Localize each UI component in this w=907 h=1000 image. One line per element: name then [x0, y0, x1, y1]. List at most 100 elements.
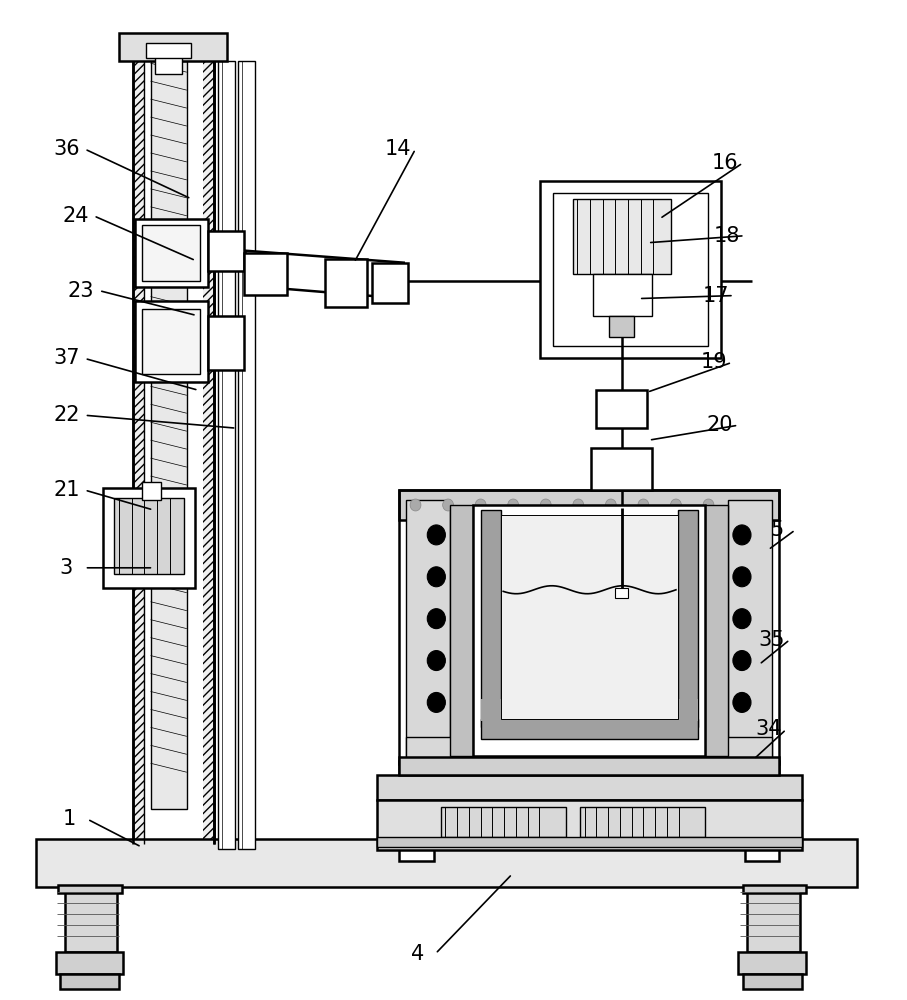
Text: 16: 16	[711, 153, 738, 173]
Bar	[58, 885, 122, 893]
Circle shape	[733, 692, 751, 712]
Bar	[399, 490, 779, 764]
Bar	[325, 259, 366, 307]
Bar	[406, 737, 772, 761]
Circle shape	[475, 499, 486, 511]
Circle shape	[427, 525, 445, 545]
Text: 22: 22	[54, 405, 80, 425]
Text: 1: 1	[63, 809, 76, 829]
Circle shape	[703, 499, 714, 511]
Bar	[481, 699, 697, 721]
Bar	[705, 505, 728, 756]
Bar	[399, 761, 434, 861]
Bar	[615, 588, 628, 598]
Text: 35: 35	[758, 630, 785, 650]
Bar	[35, 839, 857, 887]
Bar	[481, 510, 501, 727]
Circle shape	[541, 499, 551, 511]
Bar	[406, 500, 450, 757]
Bar	[591, 448, 652, 490]
Bar	[146, 43, 191, 58]
Bar	[141, 225, 200, 281]
Bar	[406, 737, 772, 761]
Text: 34: 34	[755, 719, 782, 739]
Bar	[745, 761, 779, 861]
Bar	[219, 61, 235, 849]
Bar	[55, 952, 123, 974]
Polygon shape	[246, 251, 404, 299]
Bar	[113, 498, 184, 574]
Text: 4: 4	[411, 944, 424, 964]
Bar	[144, 56, 203, 844]
Bar	[135, 219, 208, 287]
Bar	[372, 263, 408, 303]
Bar	[102, 488, 195, 588]
Circle shape	[733, 609, 751, 629]
Bar	[376, 775, 802, 800]
Circle shape	[733, 651, 751, 671]
Text: 19: 19	[700, 352, 727, 372]
Bar	[141, 309, 200, 374]
Circle shape	[427, 692, 445, 712]
Circle shape	[443, 499, 454, 511]
Bar	[728, 500, 772, 757]
Circle shape	[410, 499, 421, 511]
Text: 24: 24	[63, 206, 89, 226]
Text: 17: 17	[703, 286, 729, 306]
Circle shape	[427, 609, 445, 629]
Circle shape	[733, 525, 751, 545]
Bar	[244, 253, 288, 295]
Circle shape	[427, 567, 445, 587]
Bar	[553, 193, 708, 346]
Text: 21: 21	[54, 480, 80, 500]
Bar	[747, 887, 800, 952]
Bar	[406, 500, 450, 757]
Bar	[399, 490, 779, 520]
Bar	[609, 316, 634, 337]
Circle shape	[573, 499, 584, 511]
Circle shape	[427, 651, 445, 671]
Text: 18: 18	[714, 226, 740, 246]
Bar	[155, 56, 182, 74]
Text: 36: 36	[54, 139, 80, 159]
Bar	[473, 505, 705, 756]
Bar	[501, 515, 678, 719]
Bar	[597, 390, 647, 428]
Circle shape	[508, 499, 519, 511]
Bar	[738, 952, 806, 974]
Bar	[60, 974, 119, 989]
Bar	[541, 181, 721, 358]
Bar	[743, 974, 802, 989]
Bar	[208, 231, 244, 271]
Bar	[678, 510, 697, 727]
Bar	[580, 807, 705, 837]
Circle shape	[670, 499, 681, 511]
Text: 14: 14	[385, 139, 411, 159]
Text: 23: 23	[68, 281, 94, 301]
Circle shape	[605, 499, 616, 511]
Bar	[119, 33, 228, 61]
Bar	[593, 274, 652, 316]
Bar	[399, 757, 779, 775]
Bar	[132, 56, 214, 844]
Text: 37: 37	[54, 348, 80, 368]
Bar	[64, 887, 117, 952]
Bar	[141, 482, 161, 500]
Bar	[481, 719, 697, 739]
Bar	[743, 885, 806, 893]
Bar	[376, 837, 802, 847]
Bar	[441, 807, 566, 837]
Text: 20: 20	[707, 415, 734, 435]
Bar	[728, 500, 772, 757]
Circle shape	[733, 567, 751, 587]
Text: 5: 5	[771, 520, 784, 540]
Text: 3: 3	[60, 558, 73, 578]
Bar	[376, 800, 802, 850]
Bar	[135, 301, 208, 382]
Bar	[573, 199, 670, 274]
Bar	[239, 61, 255, 849]
Bar	[208, 316, 244, 370]
Bar	[151, 61, 187, 809]
Circle shape	[638, 499, 649, 511]
Bar	[450, 505, 473, 756]
